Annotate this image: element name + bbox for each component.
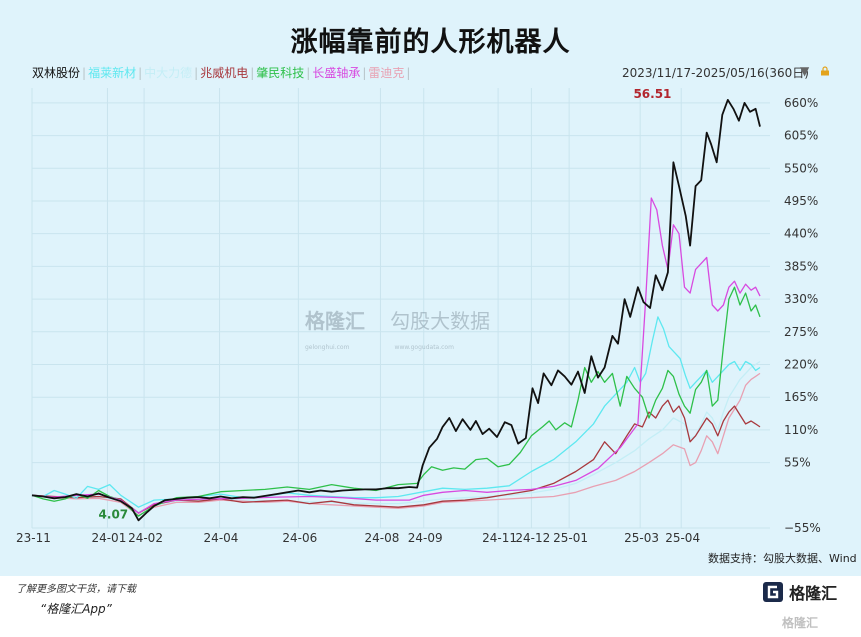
y-tick-label: 165% xyxy=(784,390,818,404)
legend-item[interactable]: 肇民科技 xyxy=(256,66,305,80)
date-range[interactable]: 2023/11/17-2025/05/16(360日) xyxy=(622,66,809,80)
series-line xyxy=(31,399,761,514)
legend-separator: | xyxy=(82,66,87,80)
watermark-sub: 勾股大数据 xyxy=(390,309,491,333)
x-tick-label: 24-09 xyxy=(408,531,443,545)
legend-item[interactable]: 福莱新材 xyxy=(88,66,137,80)
legend: 双林股份 | 福莱新材 | 中大力德 | 兆威机电 | 肇民科技 | 长盛轴承 | 雷迪克 | xyxy=(32,64,412,81)
series-line xyxy=(31,316,761,508)
y-tick-label: 330% xyxy=(784,292,818,306)
legend-separator: | xyxy=(138,66,143,80)
legend-item[interactable]: 双林股份 xyxy=(32,66,81,80)
y-tick-label: −55% xyxy=(784,521,821,535)
logo-name: 格隆汇 xyxy=(789,584,838,603)
x-tick-label: 24-02 xyxy=(128,531,163,545)
y-tick-label: 495% xyxy=(784,194,818,208)
dropdown-arrow-icon[interactable]: ▼ xyxy=(800,64,810,78)
x-tick-label: 24-11 xyxy=(482,531,517,545)
x-tick-label: 24-04 xyxy=(204,531,239,545)
legend-item[interactable]: 长盛轴承 xyxy=(312,66,361,80)
x-tick-label: 25-03 xyxy=(624,531,659,545)
legend-item[interactable]: 兆威机电 xyxy=(200,66,249,80)
chart-panel xyxy=(0,0,861,576)
watermark: 格隆汇 勾股大数据 gelonghui.com www.gogudata.com xyxy=(305,305,490,353)
series-line xyxy=(31,197,761,514)
x-tick-label: 24-06 xyxy=(282,531,317,545)
y-tick-label: 55% xyxy=(784,456,811,470)
y-tick-label: 550% xyxy=(784,161,818,175)
y-tick-label: 440% xyxy=(784,227,818,241)
data-source: 数据支持：勾股大数据、Wind xyxy=(708,552,857,565)
x-tick-label: 23-11 xyxy=(16,531,51,545)
legend-item[interactable]: 雷迪克 xyxy=(368,66,405,80)
footer-note: 了解更多图文干货，请下载 xyxy=(16,584,136,595)
series-line xyxy=(31,360,761,513)
watermark-url: gelonghui.com xyxy=(305,344,350,351)
corner-watermark: 格隆汇 xyxy=(782,612,818,631)
legend-separator: | xyxy=(194,66,199,80)
y-tick-label: 385% xyxy=(784,259,818,273)
line-chart: −55% 55% 110% 165% 220% 275% 330% 385% 440% 495% 5… xyxy=(16,87,821,545)
chart-title: 涨幅靠前的人形机器人 xyxy=(290,27,571,58)
corner-logo-name: 格隆汇 xyxy=(782,616,819,630)
y-tick-label: 275% xyxy=(784,325,818,339)
x-tick-label: 25-01 xyxy=(553,531,588,545)
y-tick-label: 110% xyxy=(784,423,818,437)
footer-app-name: “格隆汇App” xyxy=(40,602,112,616)
y-tick-label: 660% xyxy=(784,96,818,110)
logo-icon xyxy=(763,582,783,602)
x-tick-label: 25-04 xyxy=(665,531,700,545)
legend-separator: | xyxy=(406,66,411,80)
x-tick-label: 24-12 xyxy=(515,531,550,545)
x-tick-label: 24-01 xyxy=(91,531,126,545)
legend-separator: | xyxy=(306,66,311,80)
lock-icon[interactable] xyxy=(820,66,830,76)
legend-separator: | xyxy=(250,66,255,80)
watermark-name: 格隆汇 xyxy=(305,309,365,333)
series-line xyxy=(31,99,761,522)
series-line xyxy=(31,372,761,517)
watermark-sub-url: www.gogudata.com xyxy=(394,344,454,351)
legend-separator: | xyxy=(362,66,367,80)
y-tick-label: 220% xyxy=(784,357,818,371)
y-tick-label: 605% xyxy=(784,129,818,143)
legend-item[interactable]: 中大力德 xyxy=(144,66,193,80)
data-annotation: 4.07 xyxy=(99,507,129,521)
footer-logo: 格隆汇 xyxy=(762,580,837,604)
x-tick-label: 24-08 xyxy=(364,531,399,545)
data-annotation: 56.51 xyxy=(633,87,671,101)
